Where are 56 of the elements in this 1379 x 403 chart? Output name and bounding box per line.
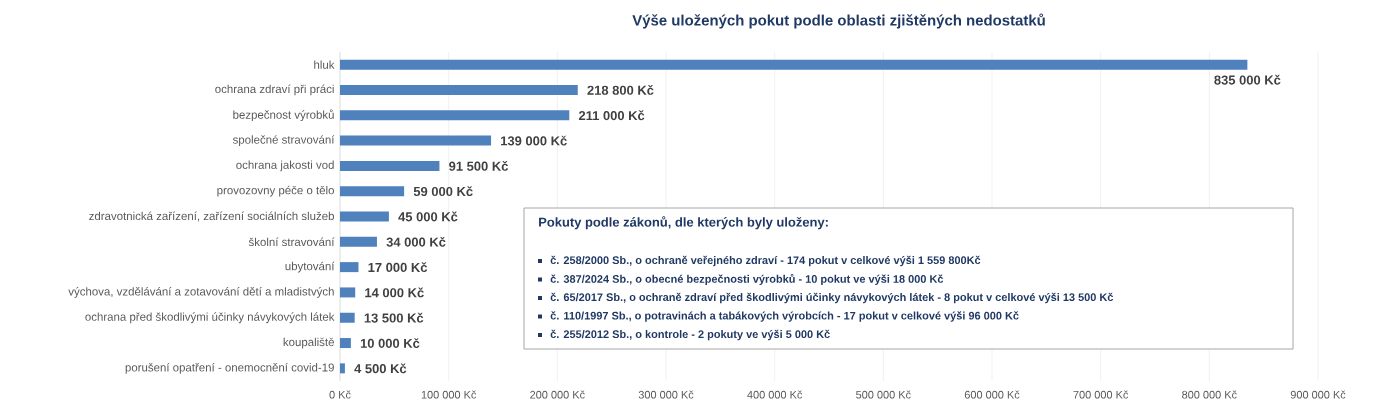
bar (340, 287, 356, 298)
data-label: 211 000 Kč (578, 110, 645, 121)
data-label: 91 500 Kč (449, 160, 509, 171)
x-tick-label: 0 Kč (329, 390, 351, 399)
x-tick-label: 300 000 Kč (638, 390, 694, 399)
bar (340, 135, 492, 146)
x-tick-label: 400 000 Kč (747, 390, 803, 399)
bar (340, 236, 377, 247)
bar (340, 160, 440, 171)
data-label: 17 000 Kč (368, 262, 428, 273)
y-tick-label: koupaliště (283, 337, 334, 349)
x-tick-label: 200 000 Kč (530, 390, 585, 399)
annotation: č. 110/1997 Sb., o potravinách a tabákových výrobcích - 17 pokut v celkové výši 96 000 Kč (550, 311, 1019, 322)
data-label: 13 500 Kč (364, 312, 424, 323)
y-tick-label: ochrana zdraví při práci (215, 84, 334, 96)
annotation: č. 65/2017 Sb., o ochraně zdraví před škodlivými účinky návykových látek - 8 pokut v celkové výši 13 500 Kč (550, 292, 1114, 304)
x-tick-label: 900 000 Kč (1290, 390, 1346, 399)
y-tick-label: ochrana jakosti vod (236, 160, 334, 172)
data-label: 218 800 Kč (587, 85, 654, 95)
x-tick-label: 500 000 Kč (856, 390, 911, 399)
data-label: 45 000 Kč (398, 211, 458, 222)
annotation: č. 255/2012 Sb., o kontrole - 2 pokuty ve výši 5 000 Kč (550, 329, 830, 341)
bar (340, 186, 405, 197)
data-label: 10 000 Kč (360, 338, 420, 348)
y-tick-label: hluk (314, 60, 335, 69)
y-tick-label: školní stravování (248, 237, 335, 247)
bar (340, 262, 359, 273)
bar (340, 312, 355, 323)
y-tick-label: výchova, vzdělávání a zotavování dětí a mladistvých (68, 287, 334, 298)
data-label: 59 000 Kč (413, 186, 473, 197)
data-label: 139 000 Kč (501, 135, 567, 146)
y-tick-label: provozovny péče o tělo (217, 185, 334, 197)
x-tick-label: 100 000 Kč (421, 390, 477, 399)
annotation: č. 258/2000 Sb., o ochraně veřejného zdraví - 174 pokut v celkové výši 1 559 800Kč (550, 255, 981, 267)
x-tick-label: 600 000 Kč (964, 390, 1020, 399)
x-tick-label: 700 000 Kč (1073, 390, 1129, 399)
y-tick-label: ochrana před škodlivými účinky návykových látek (85, 312, 335, 324)
data-label: 14 000 Kč (365, 287, 424, 298)
y-tick-label: zdravotnická zařízení, zařízení sociálních služeb (89, 211, 334, 222)
data-label: 34 000 Kč (386, 236, 446, 247)
bar (340, 84, 578, 95)
bar (340, 363, 345, 374)
x-tick-label: 800 000 Kč (1182, 390, 1237, 399)
data-label: 4 500 Kč (354, 363, 407, 374)
data-label: 835 000 Kč (1214, 74, 1281, 85)
bar (340, 110, 570, 121)
chart-title: Výše uložených pokut podle oblasti zjištěných nedostatků (632, 13, 1045, 29)
y-tick-label: porušení opatření - onemocnění covid-19 (125, 362, 334, 374)
bar (340, 211, 389, 222)
y-tick-label: ubytování (285, 261, 335, 273)
y-tick-label: bezpečnost výrobků (233, 109, 334, 122)
annotation: č. 387/2024 Sb., o obecné bezpečnosti výrobků - 10 pokut ve výši 18 000 Kč (550, 273, 944, 286)
bar (340, 338, 351, 349)
bar (340, 59, 1248, 70)
annotation: Pokuty podle zákonů, dle kterých byly uloženy: (539, 216, 828, 230)
y-tick-label: společné stravování (232, 135, 335, 146)
